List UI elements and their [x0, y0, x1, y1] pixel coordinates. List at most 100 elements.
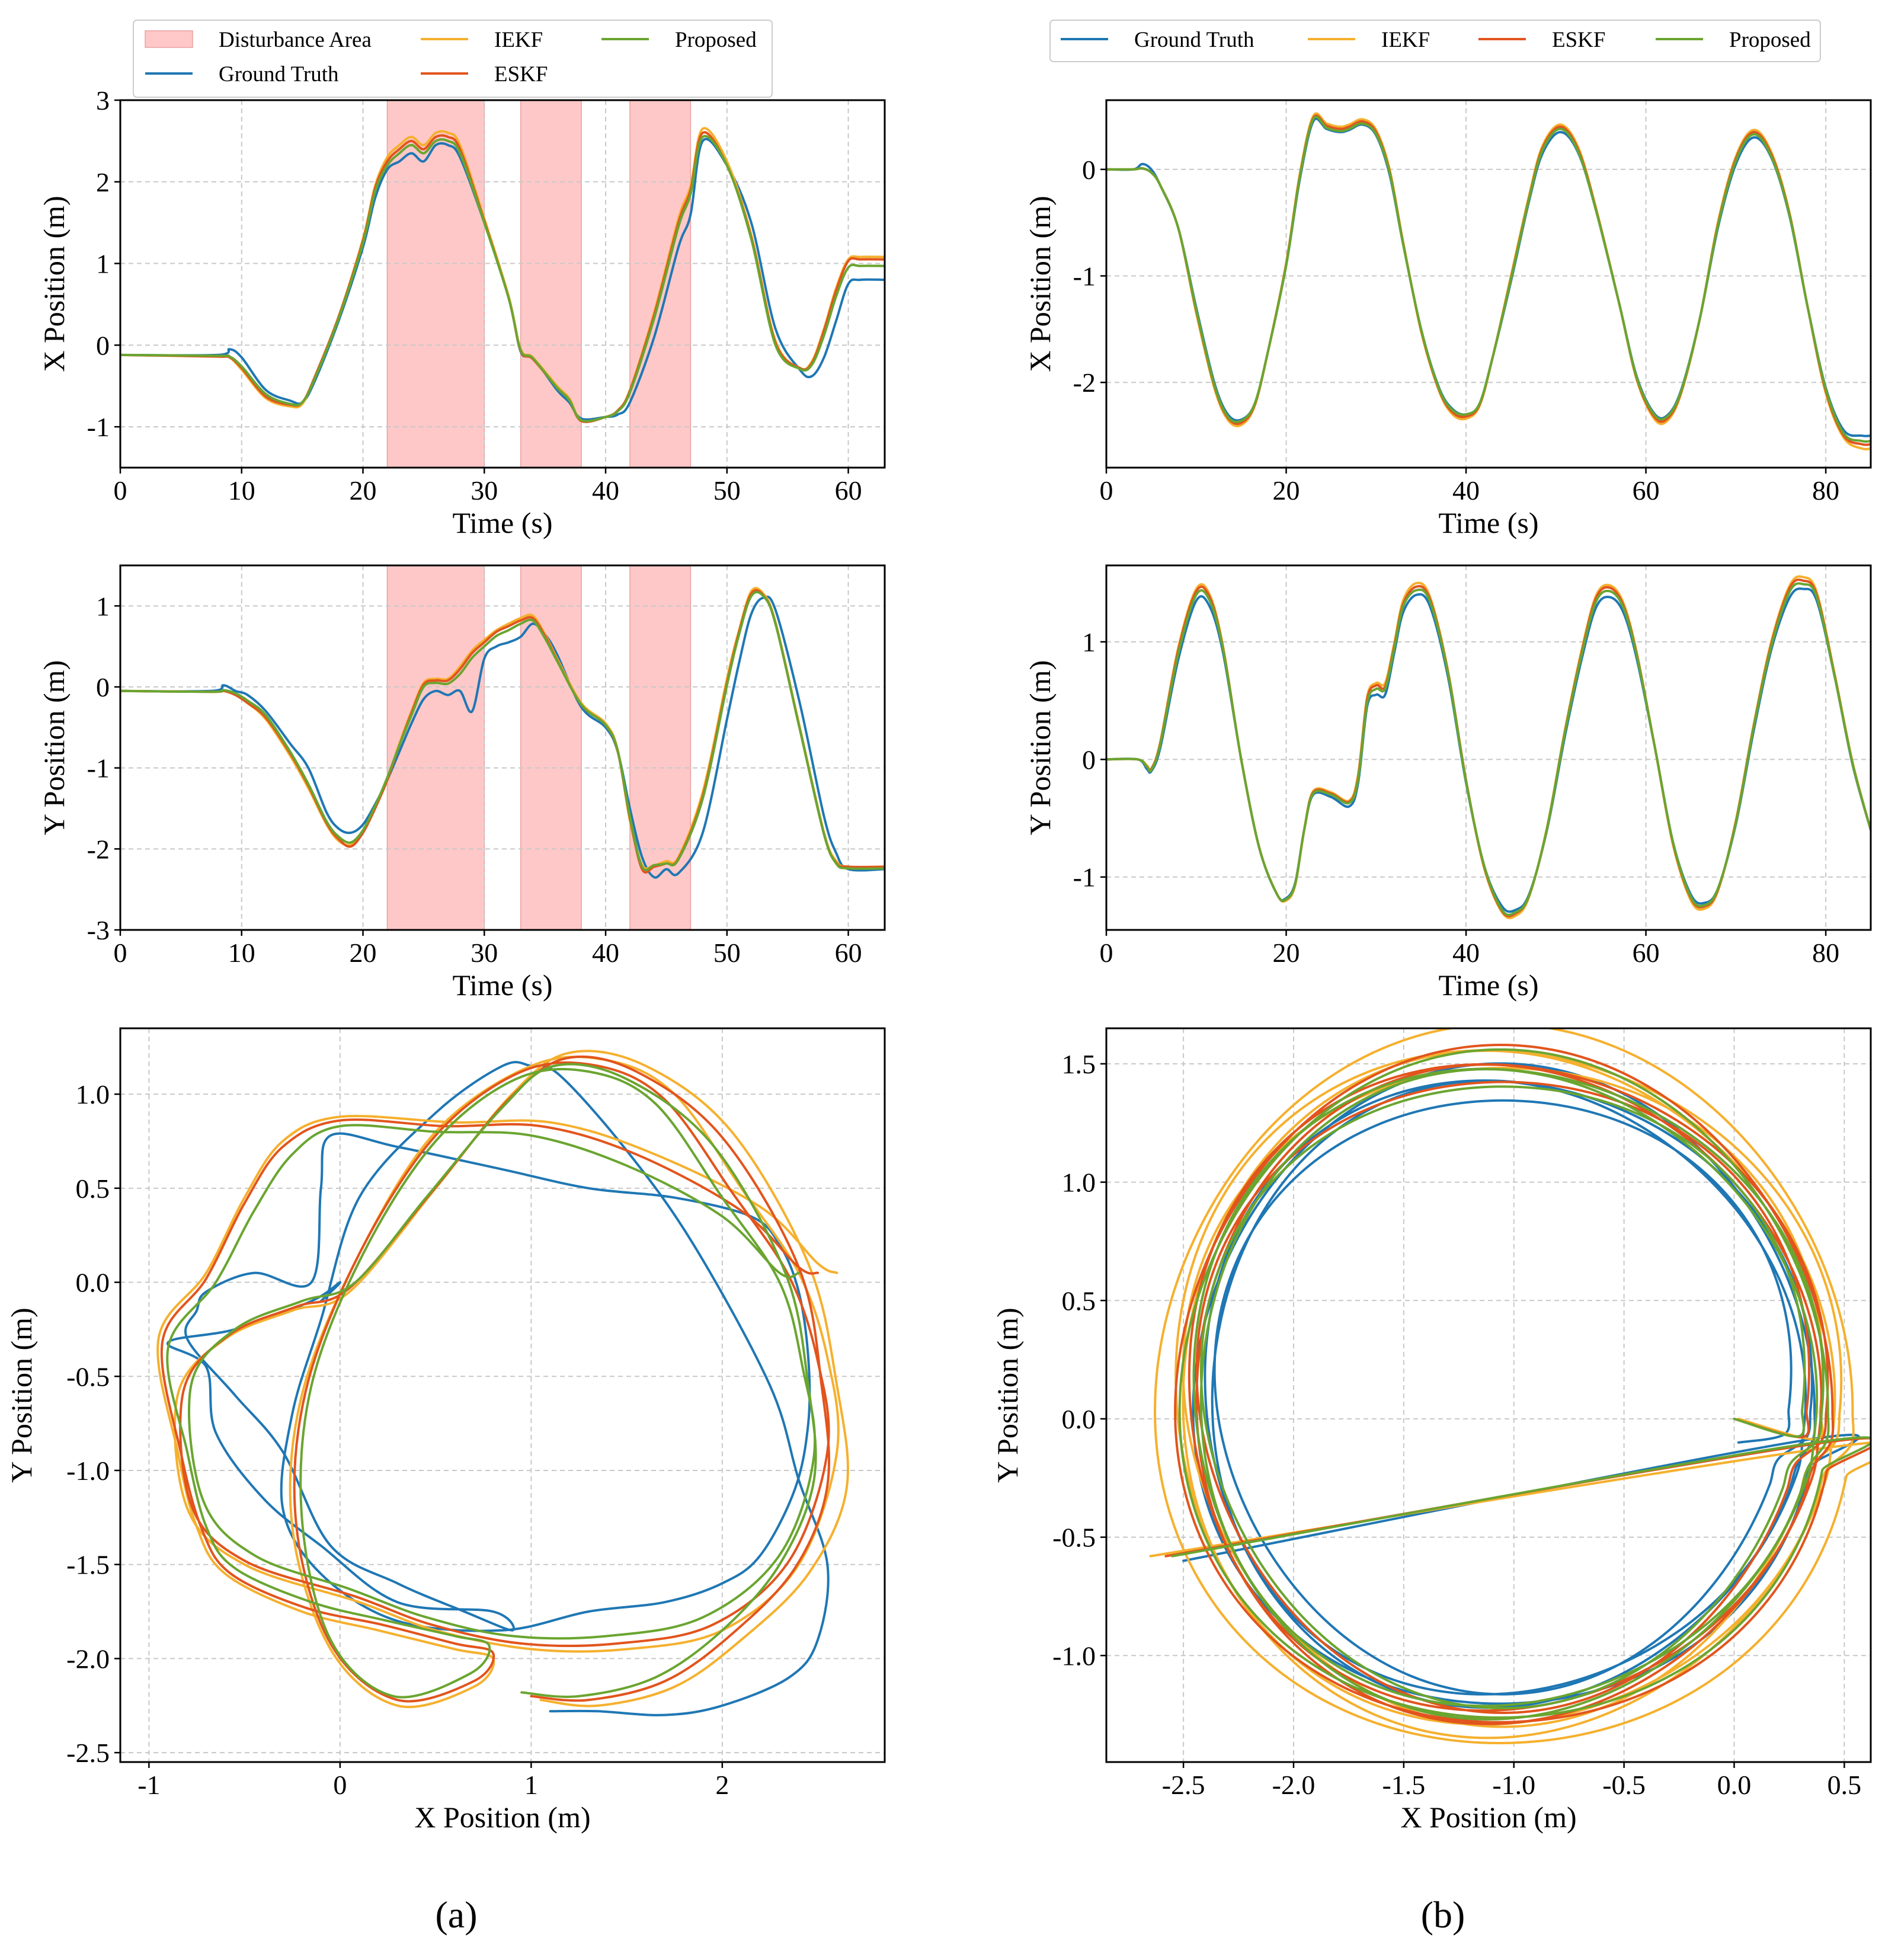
y-tick-label: 1.0: [76, 1079, 110, 1110]
disturbance-area-3: [629, 100, 692, 468]
plot-frame: [1105, 564, 1872, 931]
series-proposed: [1106, 582, 1871, 916]
y-tick-label: 3: [96, 85, 110, 116]
x-tick-label: -1.0: [1492, 1770, 1535, 1800]
series-eskf: [160, 1055, 831, 1703]
y-tick-label: 0: [1082, 744, 1096, 775]
x-tick-label: -1: [137, 1770, 160, 1800]
x-axis-label: Time (s): [1438, 968, 1538, 1002]
x-tick-label: 20: [350, 938, 377, 968]
y-tick-label: -1: [87, 753, 110, 784]
x-tick-label: 1: [524, 1770, 538, 1800]
y-tick-label: -1: [1073, 862, 1096, 893]
legend-a: Disturbance Area Ground Truth IEKF ESKF Prop…: [133, 20, 773, 98]
x-tick-label: 60: [835, 475, 862, 506]
series-proposed: [166, 1063, 817, 1699]
x-axis-label: Time (s): [452, 968, 552, 1002]
x-tick-label: 20: [1273, 475, 1300, 506]
x-tick-label: 0: [114, 475, 127, 506]
series-iekf: [120, 587, 885, 870]
x-tick-label: 50: [713, 475, 741, 506]
plot-a1-x-position-vs-time: 0 10 20 30 40 50 60 -1 0 1 2 3 Time (s) X Position (m…: [37, 85, 886, 539]
x-axis-label: X Position (m): [414, 1801, 590, 1834]
y-axis-label: Y Position (m): [1023, 660, 1057, 835]
x-tick-label: 40: [592, 475, 619, 506]
x-tick-label: 20: [350, 475, 377, 506]
series-ground-truth: [1182, 1062, 1860, 1709]
x-tick-label: 40: [592, 938, 619, 968]
legend-swatch-disturbance-area: [145, 30, 193, 48]
series-proposed: [120, 135, 885, 423]
series-proposed: [1106, 116, 1871, 443]
disturbance-area-3: [629, 565, 692, 931]
y-tick-label: 0.5: [1062, 1286, 1096, 1316]
x-tick-label: 60: [1633, 938, 1660, 968]
y-axis-label: X Position (m): [1023, 196, 1057, 372]
y-tick-label: -2.5: [66, 1738, 110, 1768]
x-tick-label: -1.5: [1382, 1770, 1425, 1800]
x-tick-label: 80: [1812, 938, 1839, 968]
y-tick-label: 2: [96, 167, 110, 197]
series-ground-truth: [120, 595, 885, 879]
x-tick-label: 80: [1812, 475, 1839, 506]
series-ground-truth: [1106, 117, 1871, 437]
x-tick-label: 60: [835, 938, 862, 968]
x-tick-label: 30: [471, 938, 498, 968]
x-tick-label: 0: [1100, 938, 1113, 968]
plot-frame: [119, 99, 886, 469]
x-axis-label: Time (s): [1438, 506, 1538, 539]
y-tick-label: -0.5: [1052, 1523, 1096, 1553]
x-axis-label: X Position (m): [1400, 1801, 1576, 1834]
plot-b2-y-position-vs-time: 0 20 40 60 80 -1 0 1 Time (s) Y Position (m): [1023, 564, 1872, 1002]
y-tick-label: 1.0: [1062, 1168, 1096, 1198]
y-tick-label: 0.0: [1062, 1404, 1096, 1434]
plot-frame: [119, 564, 886, 931]
x-axis-label: Time (s): [452, 506, 552, 539]
y-tick-label: 0: [1082, 155, 1096, 185]
series-iekf: [1149, 1028, 1871, 1745]
x-tick-label: 40: [1452, 938, 1480, 968]
y-tick-label: 1: [96, 249, 110, 279]
y-tick-label: 1.5: [1062, 1049, 1096, 1079]
series-proposed: [120, 591, 885, 871]
plot-b3-trajectory: -2.5 -2.0 -1.5 -1.0 -0.5 0.0 0.5 -1.0 -0.5 0.0 0.5…: [991, 1027, 1872, 1834]
y-tick-label: -1.0: [1052, 1641, 1096, 1671]
x-tick-label: 30: [471, 475, 498, 506]
y-tick-label: -1: [87, 412, 110, 442]
x-tick-label: 20: [1273, 938, 1300, 968]
series-iekf: [1106, 575, 1871, 919]
y-tick-label: -2.0: [66, 1644, 110, 1674]
x-tick-label: 0.0: [1717, 1770, 1752, 1800]
legend-label-proposed: Proposed: [675, 28, 757, 52]
legend-b: Ground Truth IEKF ESKF Proposed: [1049, 20, 1821, 62]
x-tick-label: 0.5: [1827, 1770, 1862, 1800]
plot-a2-y-position-vs-time: 0 10 20 30 40 50 60 -3 -2 -1 0 1 Time (s) Y Position …: [37, 564, 886, 1002]
y-axis-label: Y Position (m): [5, 1307, 38, 1482]
y-axis-label: Y Position (m): [37, 660, 71, 835]
panel-label-a: (a): [435, 1894, 477, 1936]
legend-label-iekf: IEKF: [1381, 28, 1430, 52]
y-tick-label: 1: [1082, 627, 1096, 657]
x-tick-label: 50: [713, 938, 741, 968]
y-tick-label: 0.5: [76, 1174, 110, 1204]
y-tick-label: -1.0: [66, 1456, 110, 1486]
legend-label-disturbance-area: Disturbance Area: [219, 28, 372, 52]
series-proposed: [1171, 1048, 1871, 1721]
x-tick-label: 40: [1452, 475, 1480, 506]
plot-frame: [1105, 99, 1872, 469]
plot-b1-x-position-vs-time: 0 20 40 60 80 -2 -1 0 Time (s) X Position (m): [1023, 99, 1872, 539]
series-eskf: [1164, 1043, 1871, 1725]
y-tick-label: -2: [1073, 367, 1096, 398]
legend-box: [1049, 20, 1821, 62]
y-axis-label: X Position (m): [37, 196, 71, 372]
legend-label-eskf: ESKF: [1552, 28, 1605, 52]
legend-label-ground-truth: Ground Truth: [1134, 28, 1254, 52]
y-tick-label: 0.0: [76, 1268, 110, 1298]
series-eskf: [1106, 114, 1871, 446]
y-axis-label: Y Position (m): [991, 1307, 1024, 1482]
x-tick-label: 2: [715, 1770, 729, 1800]
y-tick-label: -3: [87, 915, 110, 945]
legend-label-eskf: ESKF: [494, 62, 548, 87]
legend-label-iekf: IEKF: [494, 28, 543, 52]
x-tick-label: 0: [114, 938, 127, 968]
